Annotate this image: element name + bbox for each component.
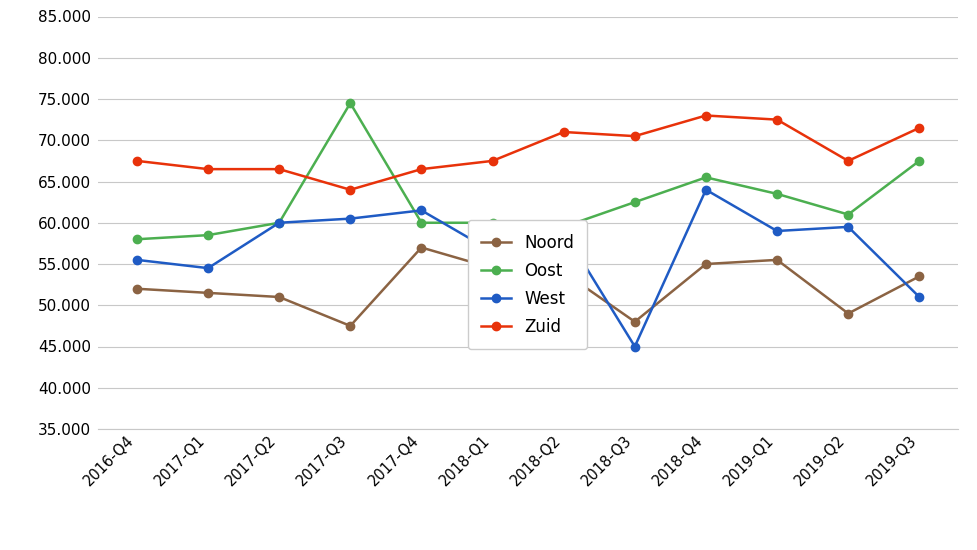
Oost [841,211,853,218]
Oost [273,219,284,226]
Oost [487,219,498,226]
West [628,343,640,350]
Zuid [557,129,569,135]
Noord [913,273,924,279]
Zuid [628,133,640,140]
Oost [913,157,924,164]
Oost [131,236,143,243]
Noord [273,294,284,300]
Zuid [202,166,214,173]
Line: Noord: Noord [133,243,922,330]
Line: West: West [133,185,922,351]
Line: Zuid: Zuid [133,111,922,194]
West [344,215,356,222]
Oost [771,191,783,197]
Oost [700,174,711,180]
Zuid [913,125,924,131]
Zuid [771,117,783,123]
Noord [557,269,569,276]
Noord [487,265,498,272]
Zuid [415,166,427,173]
Noord [415,244,427,251]
West [771,228,783,234]
Noord [131,285,143,292]
West [487,249,498,255]
Oost [628,199,640,206]
Oost [415,219,427,226]
Line: Oost: Oost [133,99,922,244]
Noord [202,289,214,296]
West [202,265,214,272]
Noord [628,318,640,325]
Zuid [841,157,853,164]
Noord [700,261,711,267]
Legend: Noord, Oost, West, Zuid: Noord, Oost, West, Zuid [467,221,587,349]
West [913,294,924,300]
West [415,207,427,213]
West [273,219,284,226]
Zuid [700,112,711,119]
Zuid [487,157,498,164]
Oost [557,223,569,230]
Zuid [344,186,356,193]
Zuid [131,157,143,164]
Oost [344,100,356,107]
West [841,223,853,230]
Noord [344,322,356,329]
West [700,186,711,193]
West [557,228,569,234]
Oost [202,232,214,239]
Zuid [273,166,284,173]
Noord [841,310,853,317]
Noord [771,256,783,263]
West [131,256,143,263]
